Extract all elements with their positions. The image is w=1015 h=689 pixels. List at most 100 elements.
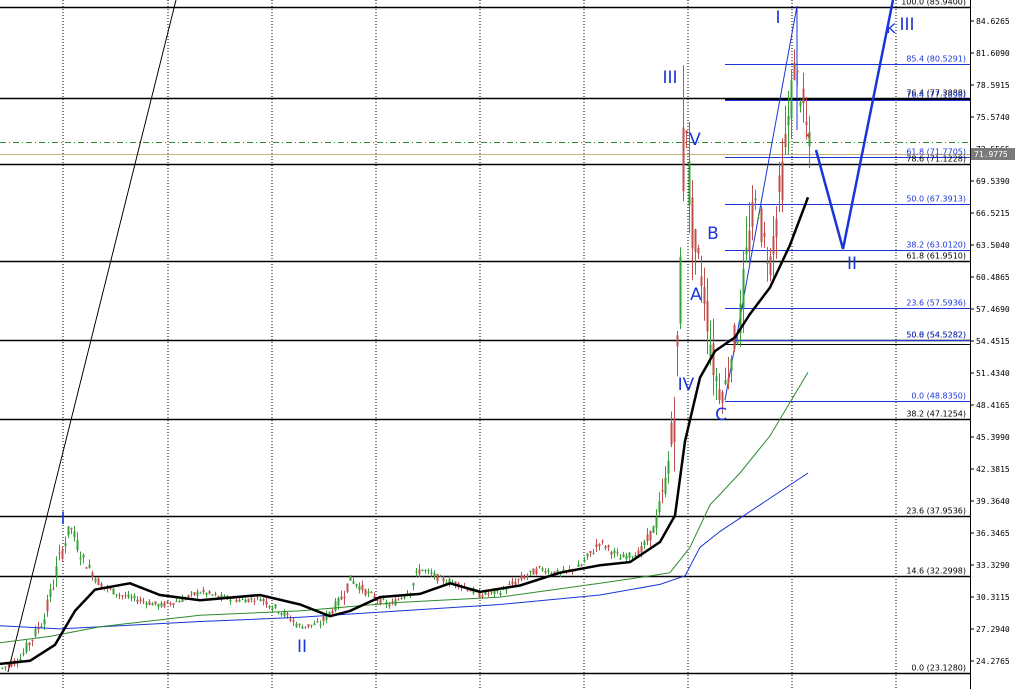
candle-body: [604, 546, 607, 549]
wave-label: II: [297, 637, 307, 657]
candle-body: [424, 570, 427, 572]
candle-body: [793, 62, 796, 81]
candle-body: [433, 573, 436, 577]
fib-level-label: 38.2 (47.1254): [906, 410, 966, 419]
candle-body: [688, 161, 691, 206]
candle-body: [316, 621, 319, 623]
candle-body: [544, 571, 547, 573]
wave-projection: [806, 0, 895, 250]
candle-body: [124, 595, 127, 597]
candle-body: [7, 664, 10, 666]
candle-body: [703, 287, 706, 304]
candle-body: [166, 601, 169, 604]
candle-body: [586, 553, 589, 557]
candle-body: [535, 568, 538, 575]
fib-level-label: 61.8 (61.9510): [906, 252, 966, 261]
candle-body: [301, 626, 304, 629]
candle-body: [352, 580, 355, 584]
candle-body: [115, 594, 118, 596]
candle-body: [685, 130, 688, 134]
candle-body: [208, 591, 211, 594]
candle-body: [493, 590, 496, 595]
candle-body: [805, 121, 808, 126]
candle-body: [169, 603, 172, 605]
candle-body: [277, 612, 280, 614]
wave-label: C: [715, 405, 727, 425]
candle-body: [118, 594, 121, 596]
candle-body: [697, 247, 700, 254]
wave-label: II: [847, 254, 857, 274]
candle-body: [91, 572, 94, 578]
candle-body: [94, 578, 97, 582]
candle-body: [628, 552, 631, 558]
fib-small-label: 38.2 (63.0120): [906, 241, 966, 250]
candle-body: [58, 552, 61, 554]
axis-tick-label: 30.3115: [976, 593, 1010, 602]
candle-body: [766, 262, 769, 264]
fib-level-label: 78.6 (71.1228): [906, 155, 966, 164]
fib-small-label: 50.0 (67.3913): [906, 195, 966, 204]
candle-body: [448, 579, 451, 584]
candle-body: [370, 592, 373, 594]
candle-body: [454, 581, 457, 586]
candle-body: [754, 198, 757, 201]
candle-body: [412, 583, 415, 586]
candle-body: [613, 550, 616, 554]
candle-body: [760, 208, 763, 243]
candle-body: [349, 575, 352, 581]
candle-body: [388, 604, 391, 607]
candle-body: [610, 551, 613, 555]
candle-body: [202, 589, 205, 592]
candle-body: [682, 127, 685, 192]
candle-body: [649, 530, 652, 541]
candle-body: [736, 341, 739, 344]
axis-tick-label: 54.4515: [976, 337, 1010, 346]
candle-body: [436, 574, 439, 582]
candle-body: [382, 598, 385, 600]
candle-body: [592, 552, 595, 555]
candle-body: [4, 666, 7, 668]
candle-body: [211, 594, 214, 596]
candle-body: [631, 556, 634, 558]
candle-body: [478, 591, 481, 598]
candle-body: [337, 598, 340, 606]
candle-body: [97, 578, 100, 586]
candle-body: [25, 642, 28, 653]
axis-tick-label: 75.5740: [976, 113, 1010, 122]
candle-body: [28, 642, 31, 646]
candle-body: [490, 591, 493, 593]
candle-body: [799, 102, 802, 107]
candle-body: [589, 550, 592, 554]
candle-body: [85, 567, 88, 569]
fib-level-label: 0.0 (23.1280): [911, 664, 966, 673]
candle-body: [466, 589, 469, 591]
candle-body: [583, 559, 586, 562]
candle-body: [112, 588, 115, 595]
candle-body: [304, 626, 307, 628]
fib-small-label: 61.8 (71.7705): [906, 148, 966, 157]
candle-body: [724, 380, 727, 384]
fibonacci-levels: [0, 6, 970, 675]
candle-body: [691, 197, 694, 249]
candle-body: [523, 576, 526, 579]
candle-body: [205, 592, 208, 595]
candle-body: [541, 568, 544, 571]
axis-tick-label: 81.6090: [976, 49, 1010, 58]
candle-body: [784, 133, 787, 148]
candle-body: [67, 526, 70, 536]
candle-body: [763, 232, 766, 237]
candle-body: [484, 591, 487, 595]
candle-body: [511, 581, 514, 585]
candle-body: [256, 596, 259, 598]
candle-body: [145, 602, 148, 605]
candle-body: [481, 595, 484, 597]
fib-small-label: 23.6 (57.5936): [906, 299, 966, 308]
candle-body: [310, 624, 313, 626]
candle-body: [229, 599, 232, 602]
candle-body: [415, 571, 418, 573]
candle-body: [238, 600, 241, 602]
axis-tick-label: 51.4340: [976, 369, 1010, 378]
candle-body: [595, 544, 598, 547]
price-axis: 84.626581.609078.591575.574072.556569.53…: [970, 0, 1015, 689]
